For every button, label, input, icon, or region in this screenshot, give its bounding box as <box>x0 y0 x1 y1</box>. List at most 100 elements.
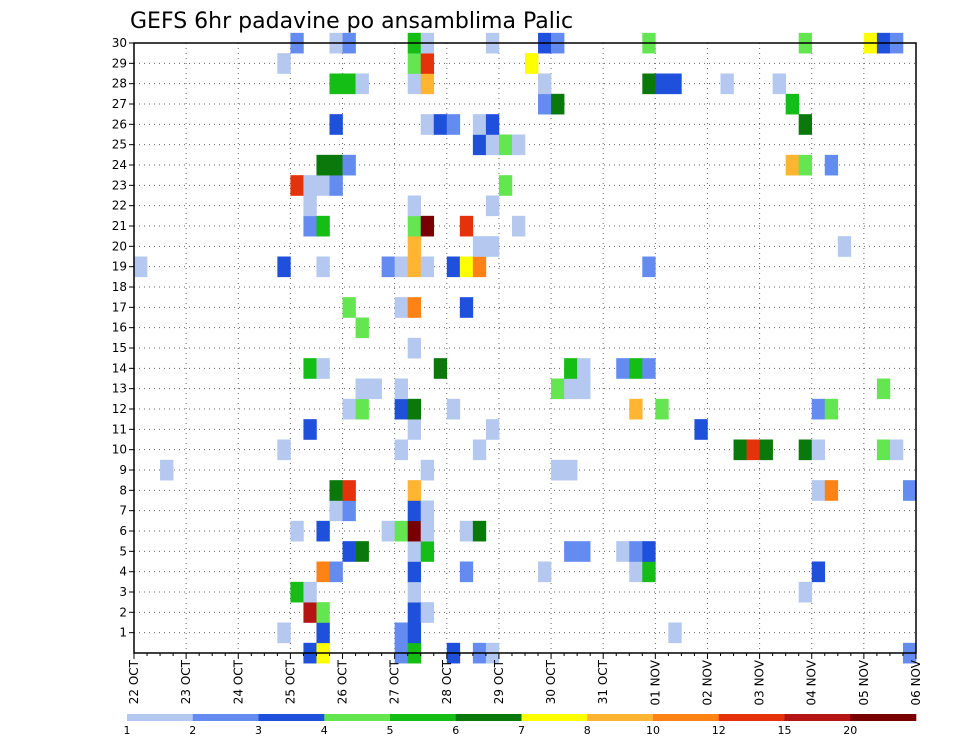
y-tick-label: 6 <box>119 524 127 538</box>
legend-swatch <box>192 714 259 721</box>
heatmap-cell <box>485 419 500 440</box>
heatmap-cell <box>655 73 669 95</box>
heatmap-cell <box>407 419 422 440</box>
x-tick-label: 04 NOV <box>805 659 819 705</box>
heatmap-cell <box>472 520 487 542</box>
heatmap-cell <box>303 175 317 196</box>
legend-label: 3 <box>255 724 262 737</box>
heatmap-cell <box>629 561 643 583</box>
heatmap-cell <box>277 53 291 74</box>
heatmap-cell <box>407 398 422 420</box>
heatmap-cell <box>511 215 526 237</box>
heatmap-cell <box>316 520 330 542</box>
heatmap-cell <box>407 622 422 644</box>
legend-label: 6 <box>452 724 459 737</box>
heatmap-cell <box>355 378 369 400</box>
heatmap-cell <box>485 134 500 156</box>
heatmap-cell <box>407 53 422 74</box>
heatmap-cell <box>551 459 565 481</box>
legend-label: 7 <box>518 724 525 737</box>
heatmap-cell <box>407 236 422 257</box>
heatmap-cell <box>824 480 839 501</box>
heatmap-cell <box>733 439 747 461</box>
heatmap-cell <box>459 256 474 278</box>
heatmap-cell <box>485 195 500 217</box>
heatmap-cell <box>407 602 422 623</box>
y-tick-label: 30 <box>112 36 127 50</box>
y-tick-label: 11 <box>112 422 127 436</box>
legend-label: 1 <box>124 724 131 737</box>
legend-swatch <box>653 714 720 721</box>
heatmap-cell <box>342 73 356 95</box>
legend-label: 20 <box>843 724 857 737</box>
heatmap-cell <box>355 317 369 339</box>
x-tick-label: 06 NOV <box>909 659 923 705</box>
heatmap-cell <box>824 398 839 420</box>
x-tick-label: 23 OCT <box>179 659 193 704</box>
heatmap-cell <box>407 195 422 217</box>
heatmap-cell <box>446 256 461 278</box>
heatmap-cell <box>876 439 891 461</box>
heatmap-cell <box>446 114 461 135</box>
heatmap-cell <box>525 53 539 74</box>
x-tick-label: 02 NOV <box>700 659 714 705</box>
legend-label: 12 <box>712 724 726 737</box>
heatmap-cell <box>342 480 356 501</box>
heatmap-cell <box>433 114 448 135</box>
y-tick-label: 15 <box>112 341 127 355</box>
legend-swatch <box>521 714 588 721</box>
heatmap-cell <box>811 561 826 583</box>
heatmap-cell <box>616 358 630 379</box>
heatmap-cell <box>329 480 343 501</box>
heatmap-cell <box>303 419 317 440</box>
heatmap-cell <box>811 480 826 501</box>
heatmap-cell <box>629 398 643 420</box>
y-tick-label: 29 <box>112 56 127 70</box>
heatmap-cell <box>303 195 317 217</box>
heatmap-cell <box>498 175 513 196</box>
heatmap-cell <box>407 337 422 359</box>
heatmap-cell <box>446 398 461 420</box>
heatmap-cell <box>616 541 630 562</box>
y-tick-label: 28 <box>112 77 127 91</box>
heatmap-cell <box>420 256 435 278</box>
legend-label: 5 <box>387 724 394 737</box>
y-tick-label: 10 <box>112 443 127 457</box>
y-tick-label: 3 <box>119 585 127 599</box>
heatmap-cell <box>564 378 578 400</box>
heatmap-cell <box>394 622 408 644</box>
legend-swatch <box>324 714 391 721</box>
heatmap-cell <box>420 114 435 135</box>
heatmap-cell <box>381 520 395 542</box>
heatmap-cell <box>902 480 917 501</box>
heatmap-cell <box>420 459 435 481</box>
heatmap-cell <box>538 93 552 115</box>
legend-swatch <box>718 714 785 721</box>
legend-swatch <box>455 714 522 721</box>
heatmap-cell <box>511 134 526 156</box>
heatmap-cell <box>811 398 826 420</box>
heatmap-cell <box>316 622 330 644</box>
heatmap-cell <box>564 358 578 379</box>
heatmap-cell <box>368 378 382 400</box>
heatmap-cell <box>798 154 813 176</box>
y-tick-label: 17 <box>112 300 127 314</box>
heatmap-cell <box>277 439 291 461</box>
heatmap-cell <box>394 520 408 542</box>
x-tick-label: 27 OCT <box>388 659 402 704</box>
x-tick-label: 28 OCT <box>440 659 454 704</box>
heatmap-cell <box>316 358 330 379</box>
heatmap-cell <box>798 114 813 135</box>
heatmap-cell <box>342 500 356 522</box>
heatmap-cell <box>420 520 435 542</box>
y-tick-label: 18 <box>112 280 127 294</box>
heatmap-cell <box>316 256 330 278</box>
y-tick-label: 27 <box>112 97 127 111</box>
x-tick-label: 26 OCT <box>336 659 350 704</box>
heatmap-cell <box>303 581 317 603</box>
x-axis-ticks: 22 OCT 23 OCT 24 OCT 25 OCT 26 OCT 27 OCT 28 O… <box>127 653 923 706</box>
heatmap-cell <box>642 541 656 562</box>
legend-label: 15 <box>778 724 792 737</box>
heatmap-cell <box>746 439 760 461</box>
